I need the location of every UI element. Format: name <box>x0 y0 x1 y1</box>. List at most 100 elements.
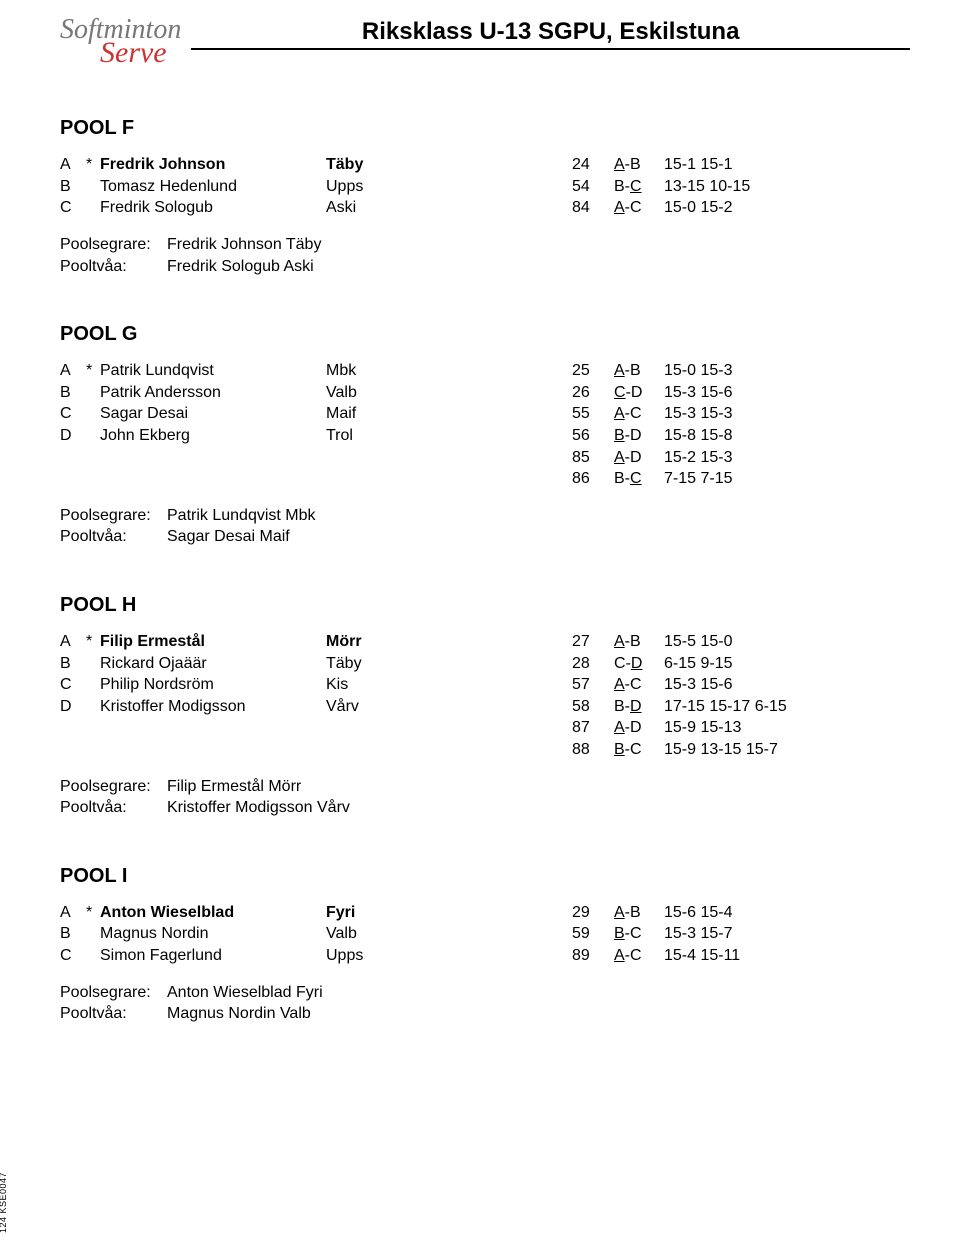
pool-row: 86B-C7-15 7-15 <box>60 468 910 490</box>
match-pairing: B-C <box>614 923 664 945</box>
logo: Softminton Serve <box>60 18 181 65</box>
player-name: Simon Fagerlund <box>100 945 326 967</box>
player-letter: C <box>60 674 86 696</box>
match-number: 87 <box>572 717 614 739</box>
player-club <box>326 447 572 469</box>
player-letter <box>60 717 86 739</box>
player-star <box>86 945 100 967</box>
player-letter: A <box>60 631 86 653</box>
match-score: 15-9 15-13 <box>664 717 910 739</box>
pool-row: 85A-D15-2 15-3 <box>60 447 910 469</box>
poolsegrare-line: Poolsegrare:Fredrik Johnson Täby <box>60 234 910 256</box>
pooltvaa-line: Pooltvåa:Sagar Desai Maif <box>60 526 910 548</box>
match-number: 58 <box>572 696 614 718</box>
page-title: Riksklass U-13 SGPU, Eskilstuna <box>191 18 910 50</box>
player-star <box>86 468 100 490</box>
player-name: Fredrik Johnson <box>100 154 326 176</box>
player-club: Valb <box>326 382 572 404</box>
player-letter: B <box>60 382 86 404</box>
match-number: 24 <box>572 154 614 176</box>
match-pairing: B-D <box>614 696 664 718</box>
player-star: * <box>86 902 100 924</box>
player-letter: A <box>60 902 86 924</box>
player-star <box>86 176 100 198</box>
player-name: Filip Ermestål <box>100 631 326 653</box>
match-score: 15-5 15-0 <box>664 631 910 653</box>
match-score: 15-3 15-7 <box>664 923 910 945</box>
match-pairing: A-B <box>614 154 664 176</box>
player-name <box>100 739 326 761</box>
pool-row: CPhilip NordsrömKis57A-C15-3 15-6 <box>60 674 910 696</box>
pool-row: CFredrik SologubAski84A-C15-0 15-2 <box>60 197 910 219</box>
match-pairing: A-C <box>614 197 664 219</box>
player-letter <box>60 739 86 761</box>
match-number: 57 <box>572 674 614 696</box>
pooltvaa-label: Pooltvåa: <box>60 526 167 548</box>
match-number: 88 <box>572 739 614 761</box>
player-club <box>326 717 572 739</box>
player-club: Vårv <box>326 696 572 718</box>
match-number: 84 <box>572 197 614 219</box>
player-star <box>86 403 100 425</box>
player-name: Kristoffer Modigsson <box>100 696 326 718</box>
pool-block: POOL IA*Anton WieselbladFyri29A-B15-6 15… <box>60 865 910 1025</box>
player-club: Aski <box>326 197 572 219</box>
match-score: 15-8 15-8 <box>664 425 910 447</box>
match-number: 29 <box>572 902 614 924</box>
side-code: 124 KSE0047 <box>0 1172 8 1233</box>
player-club: Kis <box>326 674 572 696</box>
match-pairing: A-D <box>614 717 664 739</box>
player-letter: C <box>60 197 86 219</box>
player-star: * <box>86 631 100 653</box>
match-pairing: A-B <box>614 902 664 924</box>
pool-footer: Poolsegrare:Patrik Lundqvist MbkPooltvåa… <box>60 505 910 548</box>
pool-row: 88B-C15-9 13-15 15-7 <box>60 739 910 761</box>
pool-block: POOL HA*Filip ErmestålMörr27A-B15-5 15-0… <box>60 594 910 819</box>
player-star <box>86 696 100 718</box>
player-star <box>86 717 100 739</box>
player-name <box>100 717 326 739</box>
player-name: Anton Wieselblad <box>100 902 326 924</box>
pool-title: POOL F <box>60 117 910 140</box>
match-number: 85 <box>572 447 614 469</box>
pool-title: POOL G <box>60 323 910 346</box>
pooltvaa-label: Pooltvåa: <box>60 797 167 819</box>
player-letter: D <box>60 425 86 447</box>
match-score: 7-15 7-15 <box>664 468 910 490</box>
poolsegrare-label: Poolsegrare: <box>60 234 167 256</box>
pool-row: A*Anton WieselbladFyri29A-B15-6 15-4 <box>60 902 910 924</box>
match-pairing: A-C <box>614 674 664 696</box>
match-number: 28 <box>572 653 614 675</box>
match-number: 59 <box>572 923 614 945</box>
poolsegrare-line: Poolsegrare:Anton Wieselblad Fyri <box>60 982 910 1004</box>
player-club: Mbk <box>326 360 572 382</box>
poolsegrare-line: Poolsegrare:Filip Ermestål Mörr <box>60 776 910 798</box>
player-club: Upps <box>326 945 572 967</box>
pooltvaa-label: Pooltvåa: <box>60 256 167 278</box>
player-club: Maif <box>326 403 572 425</box>
player-letter: C <box>60 403 86 425</box>
match-score: 15-0 15-3 <box>664 360 910 382</box>
player-name: Patrik Lundqvist <box>100 360 326 382</box>
match-pairing: C-D <box>614 382 664 404</box>
poolsegrare-value: Anton Wieselblad Fyri <box>167 984 323 1001</box>
player-club: Täby <box>326 653 572 675</box>
match-pairing: A-C <box>614 403 664 425</box>
pool-row: A*Patrik LundqvistMbk25A-B15-0 15-3 <box>60 360 910 382</box>
player-club: Täby <box>326 154 572 176</box>
pool-block: POOL G A*Patrik LundqvistMbk25A-B15-0 15-… <box>60 323 910 548</box>
pool-footer: Poolsegrare:Filip Ermestål MörrPooltvåa:… <box>60 776 910 819</box>
player-name: Magnus Nordin <box>100 923 326 945</box>
match-number: 25 <box>572 360 614 382</box>
player-star <box>86 923 100 945</box>
match-score: 15-9 13-15 15-7 <box>664 739 910 761</box>
match-score: 15-3 15-6 <box>664 674 910 696</box>
match-number: 27 <box>572 631 614 653</box>
pool-title: POOL H <box>60 594 910 617</box>
pool-row: CSagar DesaiMaif55A-C15-3 15-3 <box>60 403 910 425</box>
poolsegrare-label: Poolsegrare: <box>60 776 167 798</box>
match-score: 15-0 15-2 <box>664 197 910 219</box>
match-pairing: B-C <box>614 468 664 490</box>
poolsegrare-value: Patrik Lundqvist Mbk <box>167 507 316 524</box>
player-name: Sagar Desai <box>100 403 326 425</box>
